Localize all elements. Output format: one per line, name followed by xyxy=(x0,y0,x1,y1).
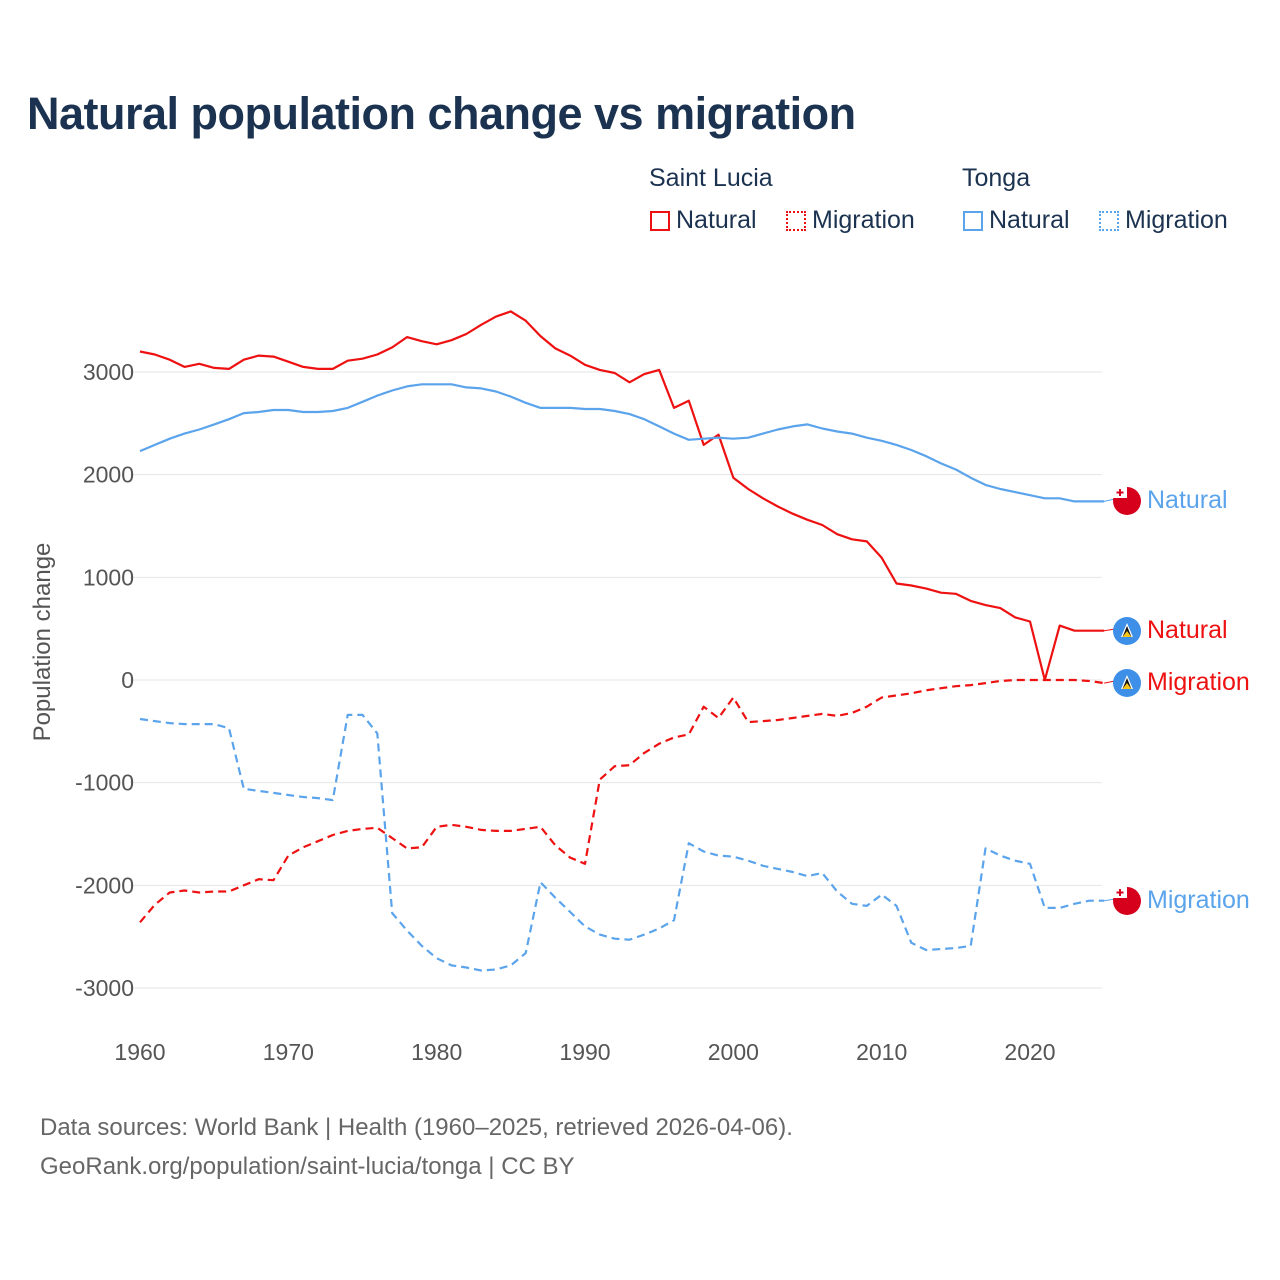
legend-swatch-dotted xyxy=(1099,210,1119,231)
source-line-2[interactable]: GeoRank.org/population/saint-lucia/tonga… xyxy=(40,1153,575,1180)
legend-group-saint-lucia: Saint Lucia xyxy=(649,164,773,192)
legend-saint-lucia-migration[interactable]: Migration xyxy=(786,206,915,235)
end-label: Natural xyxy=(1147,616,1228,644)
chart-title: Natural population change vs migration xyxy=(27,88,856,139)
x-tick-label: 1990 xyxy=(559,1039,610,1065)
source-note: Data sources: World Bank | Health (1960–… xyxy=(40,1108,793,1186)
y-tick-label: -2000 xyxy=(75,872,134,898)
series-line-saint-lucia-natural xyxy=(139,310,1105,682)
legend-label: Natural xyxy=(989,206,1070,234)
source-line-1: Data sources: World Bank | Health (1960–… xyxy=(40,1114,793,1141)
y-tick-label: -1000 xyxy=(75,770,134,796)
legend-tonga-natural[interactable]: Natural xyxy=(963,206,1070,235)
legend-swatch-solid xyxy=(650,210,670,231)
legend-swatch-solid xyxy=(963,210,983,231)
legend-saint-lucia-natural[interactable]: Natural xyxy=(650,206,757,235)
y-tick-label: -3000 xyxy=(75,975,134,1001)
saint-lucia-flag-icon xyxy=(1113,617,1141,645)
x-tick-label: 2000 xyxy=(708,1039,759,1065)
flag-triangle-gold xyxy=(1122,683,1132,689)
tonga-flag-icon xyxy=(1113,887,1141,915)
end-label: Natural xyxy=(1147,486,1228,514)
flag-cross xyxy=(1116,489,1124,496)
series-line-saint-lucia-migration xyxy=(139,678,1105,924)
y-tick-label: 0 xyxy=(121,667,134,693)
x-tick-label: 2020 xyxy=(1004,1039,1055,1065)
y-axis-label: Population change xyxy=(29,543,56,742)
series-line-tonga-migration xyxy=(139,713,1105,972)
flag-triangle-gold xyxy=(1122,631,1132,637)
y-tick-label: 2000 xyxy=(83,462,134,488)
x-tick-label: 2010 xyxy=(856,1039,907,1065)
end-label: Migration xyxy=(1147,886,1250,914)
legend-label: Migration xyxy=(812,206,915,234)
x-tick-label: 1970 xyxy=(263,1039,314,1065)
tonga-flag-icon xyxy=(1113,487,1141,515)
y-tick-label: 1000 xyxy=(83,564,134,590)
x-tick-label: 1980 xyxy=(411,1039,462,1065)
end-label: Migration xyxy=(1147,668,1250,696)
saint-lucia-flag-icon xyxy=(1113,669,1141,697)
y-tick-label: 3000 xyxy=(83,359,134,385)
legend-group-tonga: Tonga xyxy=(962,164,1031,192)
legend-swatch-dotted xyxy=(786,210,806,231)
legend-tonga-migration[interactable]: Migration xyxy=(1099,206,1228,235)
x-tick-label: 1960 xyxy=(114,1039,165,1065)
flag-cross xyxy=(1116,889,1124,896)
legend-label: Migration xyxy=(1125,206,1228,234)
legend-label: Natural xyxy=(676,206,757,234)
series-line-tonga-natural xyxy=(139,383,1105,503)
